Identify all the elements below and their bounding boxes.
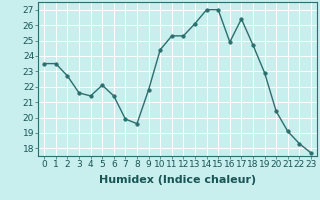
X-axis label: Humidex (Indice chaleur): Humidex (Indice chaleur)	[99, 175, 256, 185]
